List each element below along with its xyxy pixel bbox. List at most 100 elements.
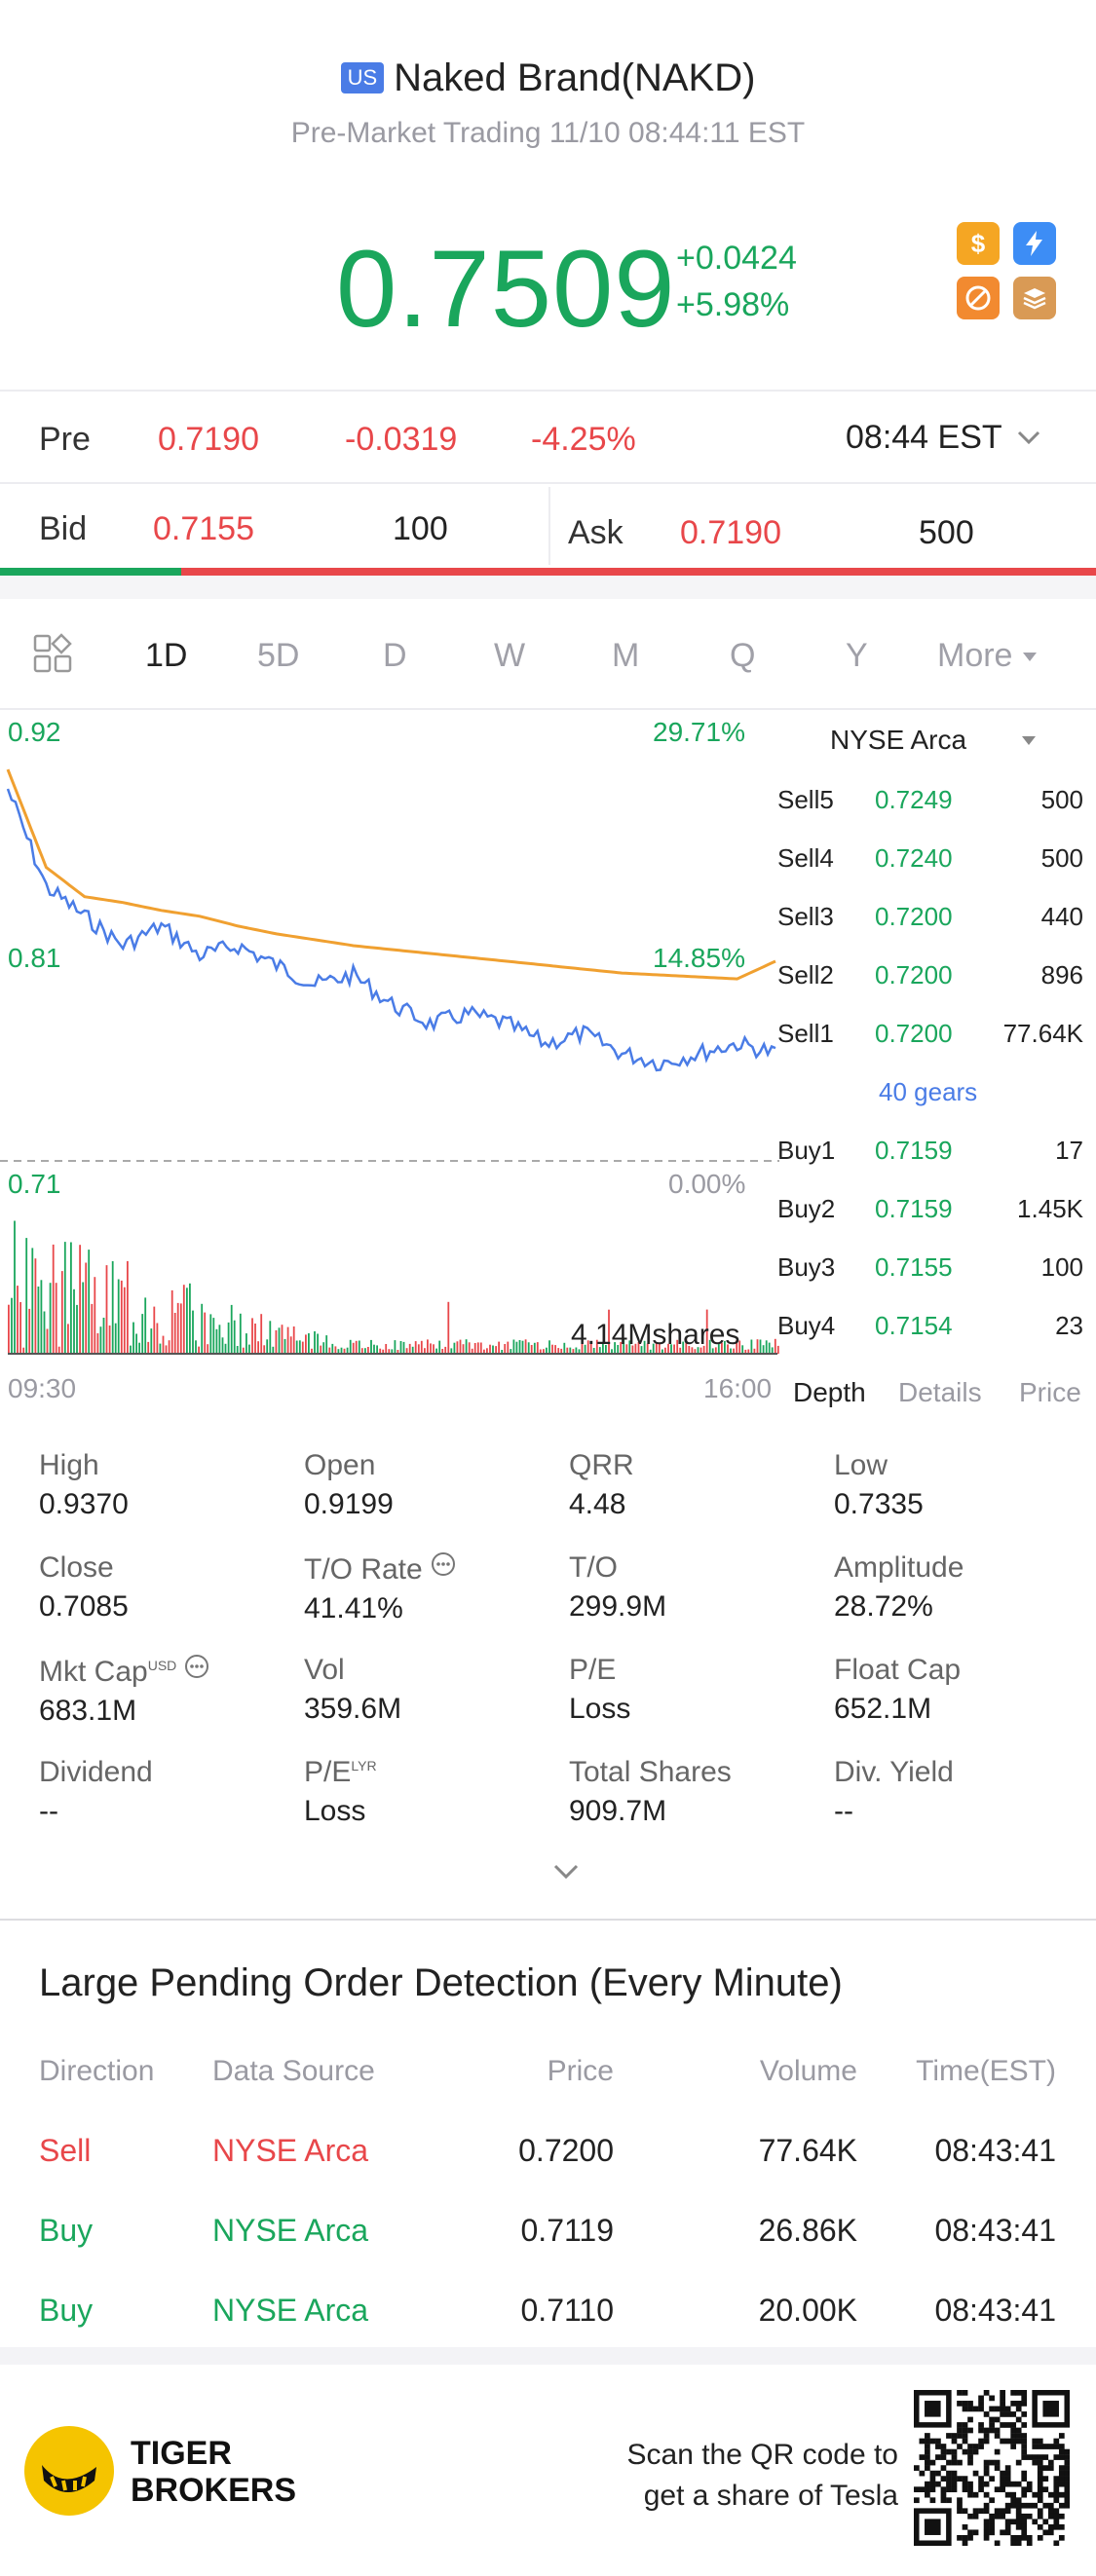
volume-bar	[661, 1349, 663, 1354]
volume-bar	[744, 1349, 747, 1354]
no-short-icon[interactable]	[957, 277, 1000, 319]
stat-label-text: Float Cap	[834, 1654, 962, 1686]
volume-bar	[486, 1348, 488, 1354]
volume-bar	[127, 1260, 129, 1354]
volume-bar	[156, 1323, 159, 1354]
volume-bar	[411, 1346, 414, 1354]
volume-bar	[337, 1349, 340, 1354]
stat-item: P/E Loss	[569, 1654, 630, 1726]
stat-value: 4.48	[569, 1488, 626, 1520]
info-icon[interactable]	[431, 1551, 456, 1585]
chart-settings-icon[interactable]	[32, 633, 73, 679]
info-icon[interactable]	[184, 1654, 209, 1687]
volume-bar	[708, 1339, 711, 1354]
stat-value: --	[834, 1795, 853, 1827]
volume-bar	[569, 1347, 572, 1354]
volume-bar	[572, 1349, 575, 1354]
volume-bar	[483, 1349, 485, 1354]
gears-link[interactable]: 40 gears	[879, 1077, 978, 1106]
volume-bar	[476, 1342, 479, 1354]
y-mid-pct: 14.85%	[653, 943, 745, 973]
volume-bar	[376, 1345, 378, 1354]
intraday-chart[interactable]	[0, 711, 779, 1363]
layers-icon[interactable]	[1013, 277, 1056, 319]
volume-bar	[388, 1349, 391, 1354]
tab-depth[interactable]: Depth	[793, 1377, 866, 1407]
volume-bar	[753, 1348, 756, 1354]
tab-more[interactable]: More	[937, 637, 1039, 675]
buy-level-volume: 23	[1055, 1311, 1083, 1340]
volume-bar	[382, 1349, 385, 1354]
volume-bar	[209, 1314, 212, 1354]
volume-bar	[162, 1335, 165, 1354]
tab-details[interactable]: Details	[898, 1377, 982, 1407]
volume-bar	[248, 1344, 250, 1354]
volume-bar	[507, 1341, 510, 1354]
volume-bar	[468, 1342, 471, 1354]
lightning-icon[interactable]	[1013, 222, 1056, 265]
tab-m[interactable]: M	[612, 637, 640, 674]
volume-bar	[28, 1308, 31, 1354]
volume-bar	[560, 1348, 563, 1354]
stat-item: Div. Yield --	[834, 1756, 954, 1828]
volume-bar	[427, 1339, 429, 1354]
volume-bar	[305, 1334, 307, 1354]
volume-bar	[694, 1349, 697, 1354]
tab-price[interactable]: Price	[1019, 1377, 1081, 1407]
ask-price: 0.7190	[680, 514, 781, 551]
volume-bar	[628, 1340, 631, 1354]
volume-bar	[22, 1347, 25, 1354]
volume-bar	[358, 1340, 360, 1354]
tab-1d[interactable]: 1D	[145, 637, 188, 674]
time-selector[interactable]: 08:44 EST	[846, 419, 1043, 457]
volume-bar	[207, 1344, 209, 1354]
qr-line1: Scan the QR code to	[626, 2439, 899, 2471]
average-price-line	[6, 768, 776, 981]
caret-down-icon	[1022, 736, 1037, 745]
volume-bar	[331, 1343, 334, 1354]
volume-bar	[246, 1333, 247, 1354]
volume-bar	[132, 1322, 134, 1354]
qr-code-icon[interactable]	[914, 2390, 1070, 2546]
sell-level-price: 0.7249	[875, 785, 953, 814]
order-source: NYSE Arca	[212, 2133, 369, 2168]
buy-level-price: 0.7159	[875, 1194, 953, 1223]
volume-bar	[554, 1345, 556, 1354]
stat-item: Vol 359.6M	[304, 1654, 401, 1726]
expand-stats-icon[interactable]	[551, 1862, 581, 1886]
volume-bar	[179, 1303, 182, 1354]
tab-y[interactable]: Y	[846, 637, 868, 674]
tab-w[interactable]: W	[494, 637, 526, 674]
volume-bar	[414, 1341, 417, 1354]
volume-bar	[733, 1348, 735, 1354]
pre-change: -0.0319	[345, 421, 458, 458]
volume-bar	[198, 1346, 200, 1354]
volume-bar	[322, 1342, 325, 1354]
volume-bar	[298, 1340, 301, 1354]
volume-bar	[643, 1340, 646, 1354]
volume-bar	[254, 1324, 256, 1354]
stat-label-text: High	[39, 1449, 99, 1481]
volume-bar	[762, 1345, 765, 1354]
stat-label-text: T/O Rate	[304, 1553, 423, 1586]
stock-name: Naked Brand(NAKD)	[394, 56, 756, 99]
stat-value: --	[39, 1795, 58, 1827]
sell-level-label: Sell5	[777, 785, 834, 814]
volume-bar	[717, 1343, 720, 1354]
volume-bar	[420, 1340, 423, 1354]
dollar-icon[interactable]: $	[957, 222, 1000, 265]
volume-bar	[655, 1342, 658, 1354]
exchange-selector[interactable]: NYSE Arca	[830, 725, 1039, 756]
volume-bar	[150, 1328, 153, 1354]
tab-d[interactable]: D	[383, 637, 407, 674]
tab-q[interactable]: Q	[730, 637, 756, 674]
volume-bar	[99, 1326, 102, 1354]
market-badge: US	[340, 62, 385, 93]
sell-level-label: Sell2	[777, 960, 834, 989]
stat-label-text: QRR	[569, 1449, 634, 1481]
volume-bar	[355, 1340, 358, 1354]
tab-5d[interactable]: 5D	[257, 637, 300, 674]
sell-level-price: 0.7200	[875, 960, 953, 989]
volume-bar	[135, 1333, 137, 1354]
volume-bar	[19, 1302, 21, 1354]
